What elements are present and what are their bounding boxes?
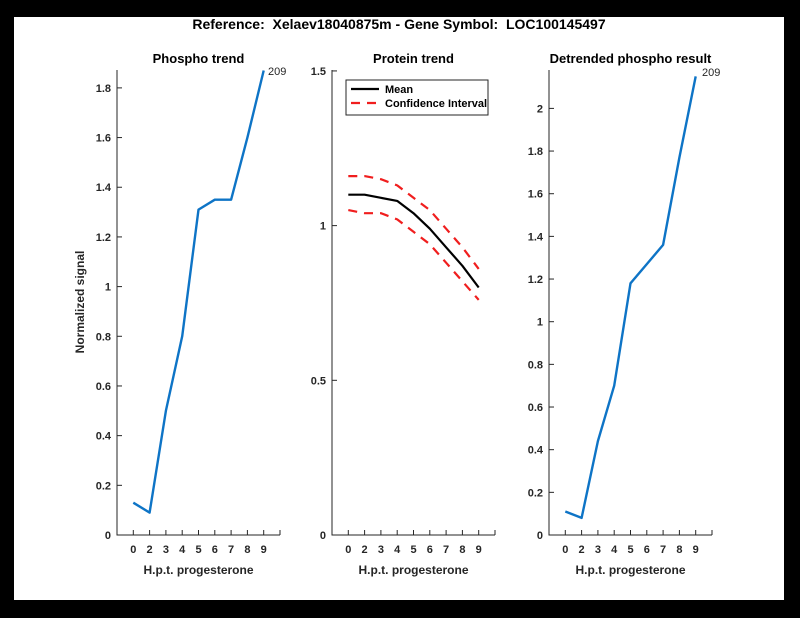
- y-tick-label: 1.4: [96, 182, 112, 194]
- y-tick-label: 2: [537, 103, 543, 115]
- x-tick-label: 9: [261, 544, 267, 556]
- figure-title: Reference: Xelaev18040875m - Gene Symbol…: [192, 16, 606, 32]
- x-tick-label: 7: [443, 544, 449, 556]
- y-tick-label: 1.8: [96, 83, 111, 95]
- x-tick-label: 2: [579, 544, 585, 556]
- legend-label-confidence-interval: Confidence Interval: [385, 98, 487, 110]
- x-tick-label: 2: [362, 544, 368, 556]
- x-axis-label: H.p.t. progesterone: [358, 563, 468, 577]
- x-tick-label: 6: [427, 544, 433, 556]
- x-tick-label: 8: [676, 544, 682, 556]
- x-tick-label: 9: [476, 544, 482, 556]
- subplot-title: Protein trend: [373, 51, 454, 66]
- x-tick-label: 8: [459, 544, 465, 556]
- y-tick-label: 0.6: [528, 402, 543, 414]
- x-tick-label: 6: [212, 544, 218, 556]
- y-tick-label: 1.2: [96, 232, 111, 244]
- y-tick-label: 0.8: [96, 331, 111, 343]
- x-tick-label: 5: [410, 544, 416, 556]
- endpoint-annotation: 209: [268, 66, 286, 78]
- y-tick-label: 0: [105, 530, 111, 542]
- y-tick-label: 1: [320, 221, 326, 233]
- y-tick-label: 1.5: [311, 66, 326, 78]
- subplot-title: Phospho trend: [153, 51, 245, 66]
- y-tick-label: 1: [537, 317, 543, 329]
- x-tick-label: 6: [644, 544, 650, 556]
- legend-label-mean: Mean: [385, 84, 413, 96]
- y-tick-label: 1.8: [528, 146, 543, 158]
- x-tick-label: 0: [345, 544, 351, 556]
- x-tick-label: 7: [660, 544, 666, 556]
- x-tick-label: 4: [611, 544, 618, 556]
- legend-box: [345, 79, 489, 116]
- y-tick-label: 1.2: [528, 274, 543, 286]
- series-line-confidence-interval-lower: [348, 209, 480, 301]
- y-tick-label: 1.6: [528, 189, 543, 201]
- subplot-title: Detrended phospho result: [550, 51, 712, 66]
- endpoint-annotation: 209: [702, 67, 720, 79]
- y-tick-label: 1.4: [528, 231, 544, 243]
- x-axis-label: H.p.t. progesterone: [575, 563, 685, 577]
- x-tick-label: 4: [394, 544, 401, 556]
- x-tick-label: 0: [130, 544, 136, 556]
- x-tick-label: 3: [595, 544, 601, 556]
- y-tick-label: 0.6: [96, 381, 111, 393]
- y-tick-label: 0.4: [528, 445, 544, 457]
- legend: Mean Confidence Interval: [345, 79, 489, 116]
- y-tick-label: 0.2: [528, 487, 543, 499]
- plot-area: 00.20.40.60.811.21.41.61.820 2 3 4 5 6 7 8 9: [528, 70, 713, 556]
- x-tick-label: 8: [244, 544, 250, 556]
- x-tick-label: 7: [228, 544, 234, 556]
- series-line-confidence-interval-upper: [348, 175, 480, 270]
- x-tick-label: 3: [378, 544, 384, 556]
- protein-trend-chart: Protein trend H.p.t. progesterone 0 0.5 1 1…: [311, 51, 496, 577]
- y-tick-label: 1.6: [96, 133, 111, 145]
- x-tick-label: 5: [195, 544, 201, 556]
- x-tick-label: 5: [627, 544, 633, 556]
- series-line-detrended-phospho-signal: [564, 76, 697, 520]
- y-axis-label: Normalized signal: [73, 251, 87, 354]
- x-tick-label: 9: [693, 544, 699, 556]
- plot-area: 00.20.40.60.811.21.41.61.80 2 3 4 5 6 7 8 9: [96, 70, 281, 556]
- x-tick-label: 0: [562, 544, 568, 556]
- y-tick-label: 1: [105, 282, 111, 294]
- series-line-mean: [348, 193, 480, 289]
- y-tick-label: 0.5: [311, 375, 326, 387]
- y-tick-label: 0: [320, 530, 326, 542]
- y-tick-label: 0.4: [96, 431, 112, 443]
- series-line-phospho-signal: [132, 70, 265, 514]
- y-tick-label: 0: [537, 530, 543, 542]
- y-tick-label: 0.8: [528, 359, 543, 371]
- x-tick-label: 4: [179, 544, 186, 556]
- y-tick-label: 0.2: [96, 480, 111, 492]
- plot-area: 00.511.50 2 3 4 5 6 7 8 9: [311, 66, 496, 556]
- x-tick-label: 2: [147, 544, 153, 556]
- x-tick-label: 3: [163, 544, 169, 556]
- x-axis-label: H.p.t. progesterone: [143, 563, 253, 577]
- phospho-trend-chart: Phospho trend Normalized signal H.p.t. p…: [73, 51, 286, 577]
- detrended-phospho-chart: Detrended phospho result H.p.t. progeste…: [528, 51, 721, 577]
